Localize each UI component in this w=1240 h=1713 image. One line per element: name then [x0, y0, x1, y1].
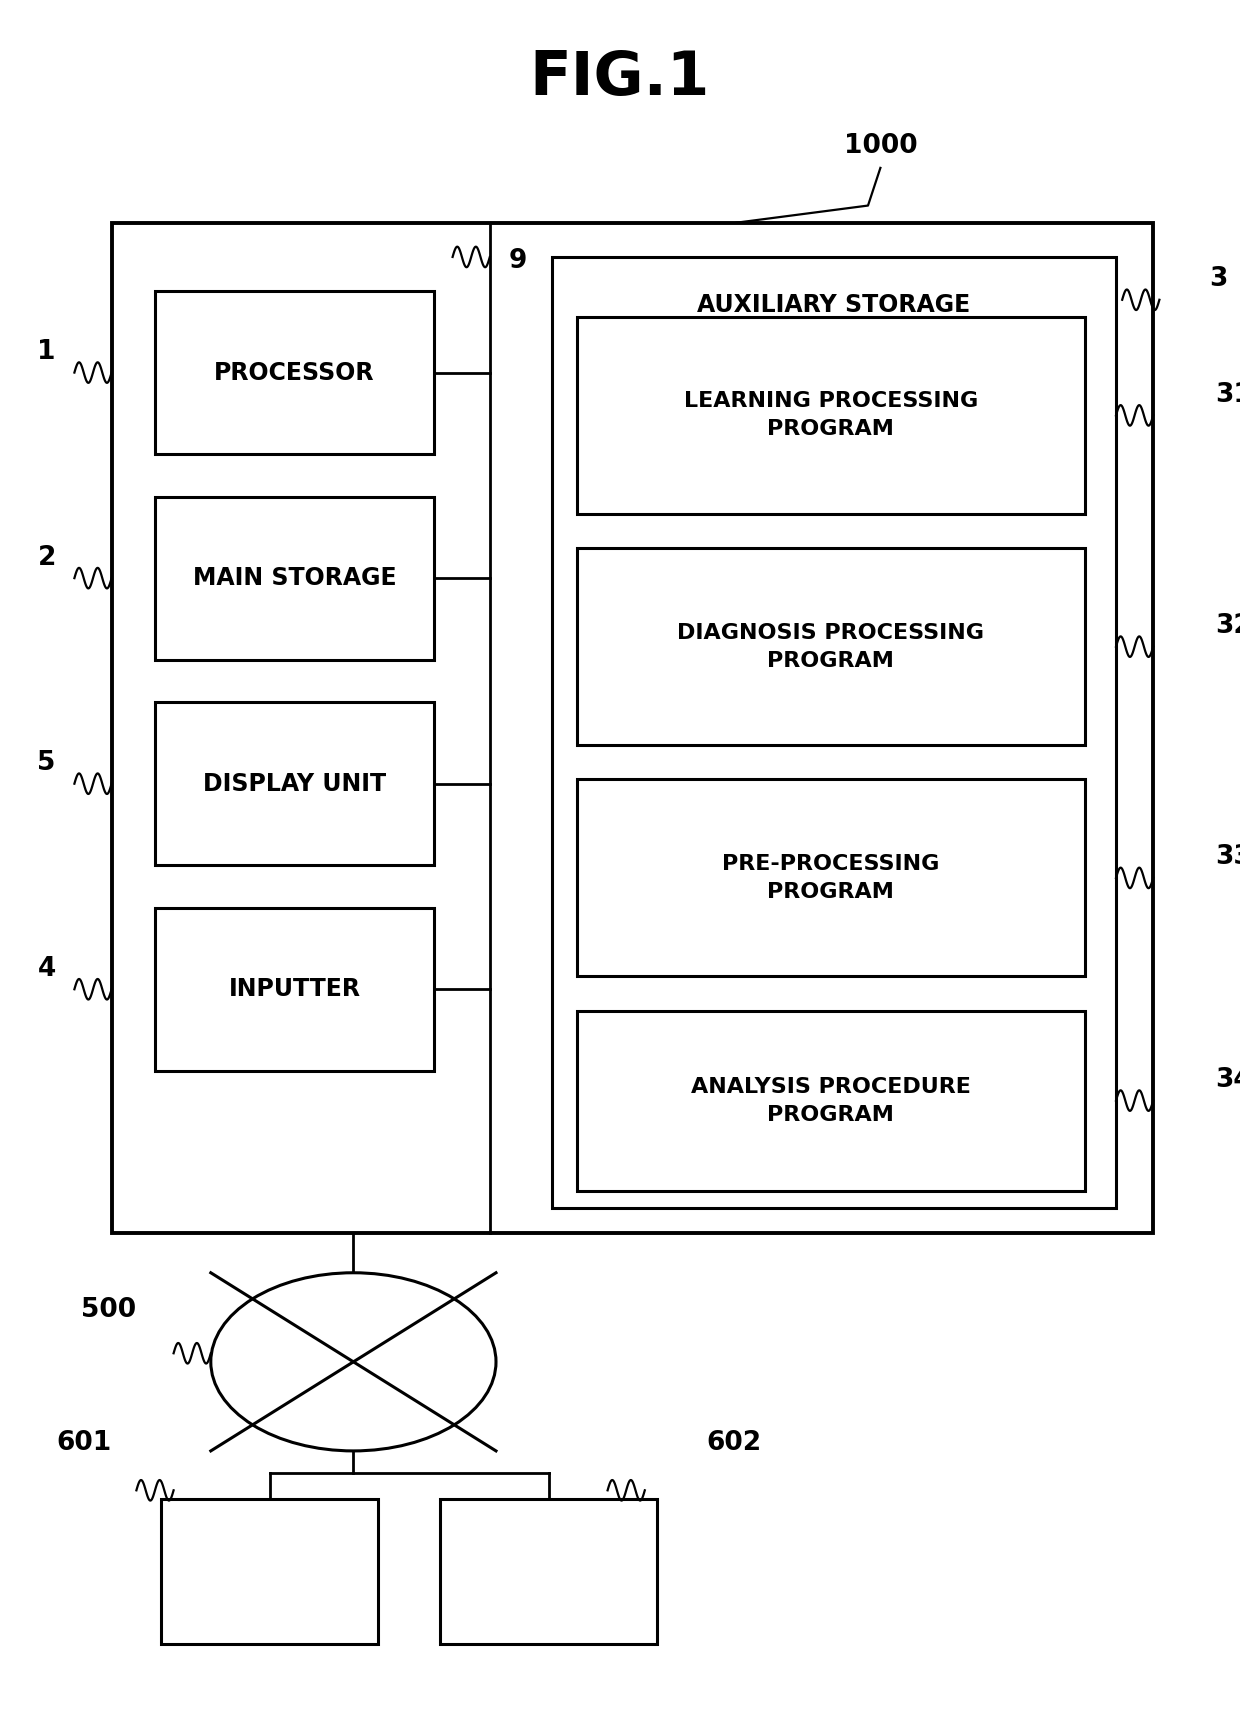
Bar — [161, 1499, 378, 1644]
Ellipse shape — [211, 1273, 496, 1451]
Text: 32: 32 — [1215, 613, 1240, 639]
Text: 31: 31 — [1215, 382, 1240, 408]
Text: DISPLAY UNIT: DISPLAY UNIT — [203, 771, 386, 797]
Text: 500: 500 — [82, 1297, 136, 1324]
Text: DIAGNOSIS PROCESSING
PROGRAM: DIAGNOSIS PROCESSING PROGRAM — [677, 622, 985, 671]
Text: 3: 3 — [1209, 266, 1228, 293]
Bar — [440, 1499, 657, 1644]
Text: 601: 601 — [56, 1430, 112, 1456]
Bar — [577, 317, 1085, 514]
Text: 1000: 1000 — [843, 134, 918, 159]
Bar — [577, 1011, 1085, 1191]
Text: 4: 4 — [37, 956, 56, 982]
Text: APPARATUS: APPARATUS — [192, 1559, 347, 1585]
Text: ANALYSIS PROCEDURE
PROGRAM: ANALYSIS PROCEDURE PROGRAM — [691, 1076, 971, 1125]
Text: FIG.1: FIG.1 — [529, 50, 711, 108]
Text: PROCESSOR: PROCESSOR — [215, 360, 374, 385]
Bar — [112, 223, 1153, 1233]
Text: INPUTTER: INPUTTER — [228, 976, 361, 1002]
Bar — [155, 702, 434, 865]
Bar — [155, 908, 434, 1071]
Text: PRE-PROCESSING
PROGRAM: PRE-PROCESSING PROGRAM — [722, 853, 940, 903]
Bar — [577, 779, 1085, 976]
Text: APPARATUS: APPARATUS — [471, 1559, 626, 1585]
Text: 1: 1 — [37, 339, 56, 365]
Text: 2: 2 — [37, 545, 56, 570]
Text: 9: 9 — [508, 248, 527, 274]
Text: 5: 5 — [37, 750, 56, 776]
Text: AUXILIARY STORAGE: AUXILIARY STORAGE — [697, 293, 971, 317]
Text: 34: 34 — [1215, 1067, 1240, 1093]
Text: MAIN STORAGE: MAIN STORAGE — [192, 565, 397, 591]
Bar — [552, 257, 1116, 1208]
Bar — [155, 497, 434, 660]
Bar — [577, 548, 1085, 745]
Text: 33: 33 — [1215, 845, 1240, 870]
Text: LEARNING PROCESSING
PROGRAM: LEARNING PROCESSING PROGRAM — [683, 391, 978, 440]
Text: 602: 602 — [707, 1430, 761, 1456]
Bar — [155, 291, 434, 454]
